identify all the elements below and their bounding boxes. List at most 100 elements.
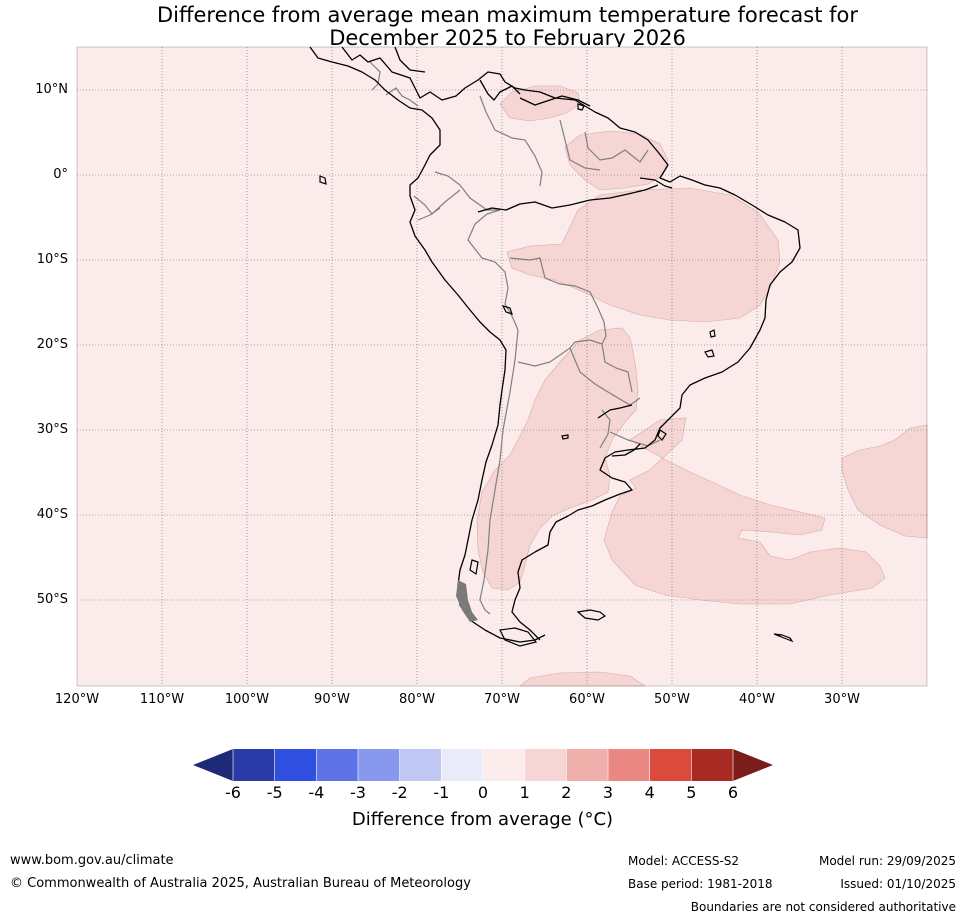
islands: [319, 103, 794, 647]
colorbar: -6 -5 -4 -3 -2 -1 0 1 2 3 4 5 6: [193, 749, 773, 802]
lat-label-20s: 20°S: [36, 337, 68, 352]
lon-label-110w: 110°W: [139, 692, 185, 707]
border-brazil-argentina: [599, 409, 611, 449]
border-bolivia-argentina: [517, 347, 571, 367]
coast-amazon-delta: [639, 177, 673, 189]
lake-titicaca: [501, 305, 513, 315]
colorbar-cell: [649, 749, 692, 781]
title-line-2: December 2025 to February 2026: [329, 26, 686, 50]
border-colombia-venezuela: [479, 95, 543, 187]
border-mexico-guatemala: [369, 61, 381, 91]
colorbar-tick-label: -2: [392, 783, 408, 802]
coast-rio-de-la-plata: [597, 404, 633, 419]
colorbar-cell: [358, 749, 400, 781]
footer-model: Model: ACCESS-S2: [628, 854, 740, 868]
border-central-america: [385, 87, 419, 107]
border-colombia-peru: [434, 171, 500, 211]
chile-fjords: [456, 580, 478, 622]
lat-label-50s: 50°S: [36, 592, 68, 607]
anomaly-patch-southern-ocean: [519, 671, 646, 687]
graticule: [77, 47, 927, 686]
lat-label-30s: 30°S: [36, 422, 68, 437]
footer-copyright: © Commonwealth of Australia 2025, Austra…: [10, 876, 471, 891]
border-venezuela-guyana: [559, 119, 601, 171]
lon-label-90w: 90°W: [314, 692, 350, 707]
footer-model-run: Model run: 29/09/2025: [818, 854, 956, 868]
colorbar-cell: [441, 749, 484, 781]
colorbar-label: Difference from average (°C): [351, 809, 614, 830]
colorbar-tick-label: -3: [350, 783, 366, 802]
lake-tres-marias: [709, 329, 716, 338]
map-title: Difference from average mean maximum tem…: [0, 4, 965, 50]
island-galapagos: [319, 175, 327, 185]
lake-mar-chiquita: [561, 434, 569, 440]
lat-label-0: 0°: [53, 167, 68, 182]
border-chile-argentina: [479, 329, 519, 615]
lat-label-40s: 40°S: [36, 507, 68, 522]
coast-caribbean-north: [519, 95, 591, 107]
border-peru-bolivia: [504, 303, 519, 331]
island-falklands: [576, 609, 607, 621]
colorbar-extend-high: [733, 749, 773, 781]
lake-furnas: [704, 349, 715, 358]
colorbar-cells: [233, 749, 734, 781]
border-paraguay-argentina: [569, 347, 641, 406]
colorbar-tick-label: -4: [308, 783, 324, 802]
lon-label-100w: 100°W: [224, 692, 270, 707]
lon-label-40w: 40°W: [739, 692, 775, 707]
anomaly-patch-argentina: [476, 327, 639, 591]
island-tierra-del-fuego: [499, 627, 538, 647]
colorbar-tick-label: 3: [603, 783, 613, 802]
anomaly-patch-brazil: [506, 187, 781, 323]
coastlines: [309, 46, 801, 643]
island-trinidad: [577, 103, 585, 111]
coast-amazon-river: [477, 184, 659, 213]
border-bolivia-paraguay: [569, 339, 633, 393]
colorbar-cell: [233, 749, 275, 781]
colorbar-extend-low: [193, 749, 233, 781]
colorbar-tick-label: 4: [645, 783, 655, 802]
island-chiloe: [469, 559, 479, 576]
colorbar-tick-label: 0: [478, 783, 488, 802]
colorbar-cell: [274, 749, 317, 781]
border-ecuador-peru: [417, 207, 441, 221]
lat-label-10s: 10°S: [36, 252, 68, 267]
footer-base-period: Base period: 1981-2018: [628, 877, 773, 891]
colorbar-cell: [316, 749, 359, 781]
footer-issued: Issued: 01/10/2025: [840, 877, 956, 891]
coast-uruguay-coast: [611, 443, 641, 457]
lat-label-10n: 10°N: [35, 82, 68, 97]
coast-venezuela-north: [479, 79, 521, 101]
lon-label-60w: 60°W: [569, 692, 605, 707]
border-brazil-bolivia: [509, 257, 607, 345]
border-guianas: [584, 131, 649, 163]
country-borders: [369, 61, 661, 615]
colorbar-tick-label: 1: [520, 783, 530, 802]
lon-label-30w: 30°W: [824, 692, 860, 707]
lon-label-50w: 50°W: [654, 692, 690, 707]
lon-label-80w: 80°W: [399, 692, 435, 707]
colorbar-tick-label: 2: [561, 783, 571, 802]
coast-gulf-mexico-edge: [394, 46, 426, 73]
coast-central-america-pacific: [309, 46, 546, 643]
fjord-archipelago: [456, 580, 478, 622]
lake-patos: [657, 429, 667, 441]
colorbar-cell: [399, 749, 442, 781]
border-uruguay-brazil: [609, 431, 661, 447]
border-peru-brazil: [467, 209, 509, 305]
colorbar-cell: [691, 749, 734, 781]
lon-label-120w: 120°W: [54, 692, 100, 707]
anomaly-patch-atlantic-east: [841, 424, 928, 539]
footer-disclaimer: Boundaries are not considered authoritat…: [690, 900, 956, 914]
colorbar-tick-label: -1: [433, 783, 449, 802]
map-frame: [76, 46, 928, 687]
colorbar-cell: [483, 749, 525, 781]
title-line-1: Difference from average mean maximum tem…: [157, 3, 858, 27]
colorbar-tick-label: 5: [686, 783, 696, 802]
footer-website: www.bom.gov.au/climate: [10, 853, 174, 868]
lon-label-70w: 70°W: [484, 692, 520, 707]
coast-caribbean: [341, 46, 801, 641]
colorbar-cell: [524, 749, 567, 781]
island-south-georgia: [773, 633, 794, 643]
